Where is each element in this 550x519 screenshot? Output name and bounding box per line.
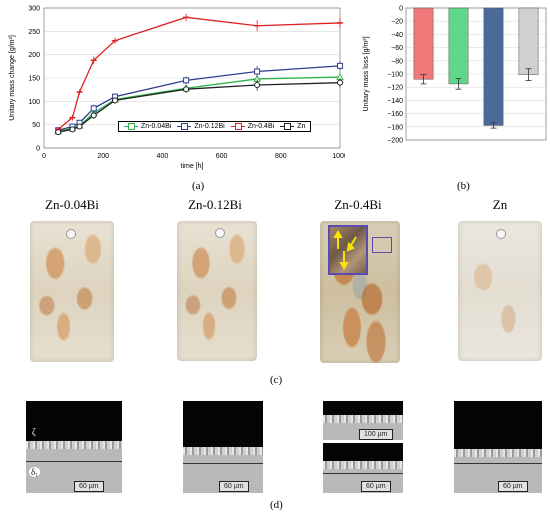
y-tick-label: 250 bbox=[28, 29, 40, 36]
y-tick-label: 50 bbox=[32, 122, 40, 129]
x-axis-title: time [h] bbox=[181, 163, 204, 170]
sample-label-zn-012bi: Zn-0.12Bi bbox=[188, 197, 242, 212]
bar-0 bbox=[413, 7, 434, 80]
data-point bbox=[55, 129, 62, 136]
y-tick-label: −160 bbox=[387, 111, 403, 118]
y-tick-label: −100 bbox=[387, 72, 403, 79]
legend-item-zn-004bi: Zn-0.04Bi bbox=[124, 123, 171, 130]
scale-bar: 60 µm bbox=[361, 481, 391, 492]
caption-a: (a) bbox=[192, 180, 205, 192]
micrograph-zn: 60 µm bbox=[454, 401, 542, 493]
bar-1 bbox=[448, 7, 469, 85]
plot-area bbox=[405, 7, 547, 141]
sample-photo-zn-012bi bbox=[177, 221, 257, 361]
data-point bbox=[183, 86, 190, 93]
delta-label: δ₁ bbox=[29, 467, 41, 477]
x-tick-label: 1000 bbox=[332, 153, 345, 160]
micrograph-zn-012bi: 60 µm bbox=[183, 401, 263, 493]
sample-photo-zn bbox=[458, 221, 542, 361]
y-axis-title: Unitary mass change [g/m²] bbox=[9, 35, 16, 121]
caption-d: (d) bbox=[270, 499, 283, 511]
sample-label-zn-004bi: Zn-0.04Bi bbox=[45, 197, 99, 212]
legend-item-zn: Zn bbox=[280, 123, 305, 130]
x-tick-label: 200 bbox=[97, 153, 109, 160]
y-tick-label: −80 bbox=[391, 58, 403, 65]
mounting-hole bbox=[66, 229, 76, 239]
y-axis-title: Unitary mass loss [g/m²] bbox=[363, 36, 370, 111]
chart-legend: Zn-0.04Bi Zn-0.12Bi Zn-0.4Bi Zn bbox=[118, 121, 312, 132]
mounting-hole bbox=[496, 229, 506, 239]
magnified-inset bbox=[328, 225, 368, 275]
data-point bbox=[112, 97, 119, 104]
bar-3 bbox=[518, 7, 539, 75]
data-point bbox=[254, 68, 261, 75]
y-tick-label: 200 bbox=[28, 52, 40, 59]
y-tick-label: −140 bbox=[387, 98, 403, 105]
y-tick-label: 300 bbox=[28, 6, 40, 13]
scale-bar: 100 µm bbox=[359, 429, 393, 440]
sample-photo-zn-004bi bbox=[30, 221, 114, 362]
y-tick-label: −180 bbox=[387, 124, 403, 131]
x-tick-label: 0 bbox=[42, 153, 46, 160]
y-tick-label: −40 bbox=[391, 32, 403, 39]
y-tick-label: 100 bbox=[28, 99, 40, 106]
data-point bbox=[183, 77, 190, 84]
legend-item-zn-04bi: Zn-0.4Bi bbox=[230, 123, 274, 130]
data-point bbox=[254, 82, 261, 88]
scale-bar: 60 µm bbox=[498, 481, 528, 492]
bar-2 bbox=[483, 7, 504, 126]
legend-item-zn-012bi: Zn-0.12Bi bbox=[177, 123, 225, 130]
y-tick-label: 0 bbox=[399, 6, 403, 13]
micrograph-zn-04bi-top: 100 µm bbox=[323, 401, 403, 440]
caption-c: (c) bbox=[270, 374, 283, 386]
sample-label-zn-04bi: Zn-0.4Bi bbox=[334, 197, 382, 212]
yellow-arrows-icon bbox=[333, 230, 357, 270]
sample-photo-zn-04bi bbox=[320, 221, 400, 363]
inset-source-box bbox=[372, 237, 392, 253]
y-tick-label: −120 bbox=[387, 85, 403, 92]
scale-bar: 60 µm bbox=[219, 481, 249, 492]
line-chart: 0 50 100 150 200 250 300 0 200 400 600 800 1000 time … bbox=[9, 6, 345, 171]
sample-label-zn: Zn bbox=[492, 197, 508, 212]
series-line-2 bbox=[57, 16, 341, 130]
data-point bbox=[337, 62, 343, 69]
x-tick-label: 800 bbox=[275, 153, 287, 160]
y-tick-label: 0 bbox=[36, 146, 40, 153]
y-tick-label: 150 bbox=[28, 76, 40, 83]
y-tick-label: −20 bbox=[391, 19, 403, 26]
data-point bbox=[90, 105, 97, 112]
x-tick-label: 400 bbox=[157, 153, 169, 160]
bar-chart: 0 −20 −40 −60 −80 −100 −120 −140 −160 −180 −200 Uni… bbox=[363, 6, 547, 145]
scale-bar: 60 µm bbox=[74, 481, 104, 492]
mounting-hole bbox=[215, 228, 225, 238]
micrograph-zn-04bi-bottom: 60 µm bbox=[323, 443, 403, 493]
zeta-label: ζ bbox=[29, 427, 39, 437]
micrograph-zn-004bi: ζ δ₁ 60 µm bbox=[26, 401, 122, 493]
data-point bbox=[337, 79, 343, 86]
y-tick-label: −60 bbox=[391, 45, 403, 52]
data-point bbox=[69, 126, 76, 133]
caption-b: (b) bbox=[457, 180, 470, 192]
data-point bbox=[90, 112, 97, 119]
y-tick-label: −200 bbox=[387, 138, 403, 145]
data-point bbox=[76, 123, 83, 130]
x-tick-label: 600 bbox=[216, 153, 228, 160]
